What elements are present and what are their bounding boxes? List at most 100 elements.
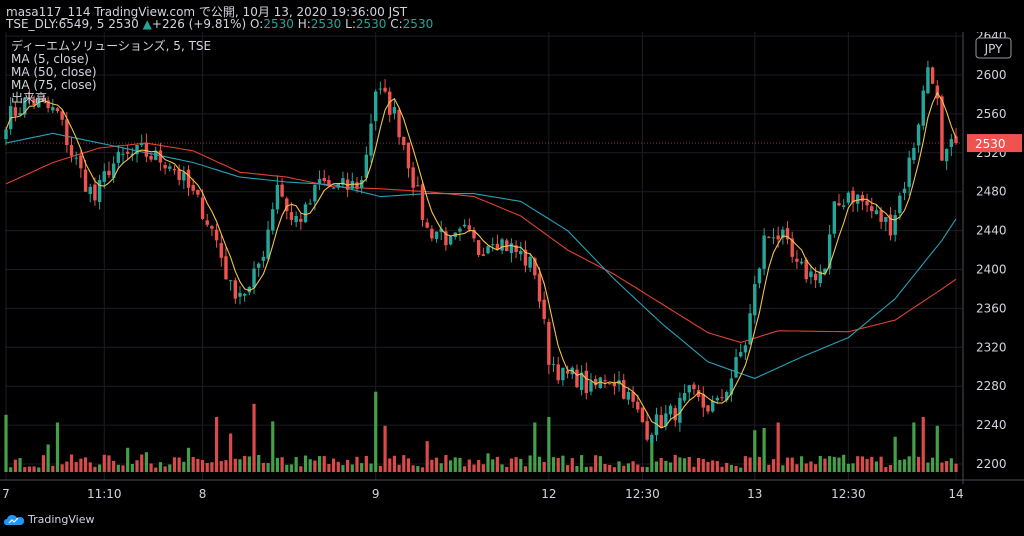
legend-ma50: MA (50, close) xyxy=(11,65,97,79)
candle xyxy=(186,169,191,188)
candle xyxy=(434,231,439,240)
last-price-label: 2530 xyxy=(975,137,1006,151)
candle xyxy=(191,185,195,191)
high-label: H: xyxy=(297,17,311,31)
candle xyxy=(93,184,97,201)
candle xyxy=(874,210,879,215)
candle xyxy=(177,169,181,181)
candle xyxy=(32,98,36,106)
candle xyxy=(359,180,364,189)
candle xyxy=(168,166,172,169)
volume-bar xyxy=(261,462,265,472)
candle xyxy=(542,299,546,320)
volume-bar xyxy=(799,456,804,472)
candle xyxy=(135,145,139,155)
candle xyxy=(416,185,420,187)
volume-bar xyxy=(706,461,710,472)
candle xyxy=(776,235,780,240)
candle xyxy=(299,218,303,222)
volume-bar xyxy=(444,454,448,472)
candlestick-chart[interactable]: 2200224022802320236024002440248025202560… xyxy=(0,32,1024,512)
volume-bar xyxy=(303,455,308,472)
candle xyxy=(898,195,902,214)
candle xyxy=(519,251,523,255)
volume-bar xyxy=(196,458,200,472)
volume-bar xyxy=(243,455,247,472)
volume-bar xyxy=(523,466,528,472)
candle xyxy=(158,150,163,163)
low-label: L: xyxy=(345,17,356,31)
candle xyxy=(739,352,743,357)
candle xyxy=(593,378,598,386)
volume-bar xyxy=(140,454,144,472)
volume-bar xyxy=(299,466,303,472)
volume-bar xyxy=(406,458,411,472)
volume-bar xyxy=(612,467,616,472)
volume-bar xyxy=(851,463,855,472)
brand-label: TradingView xyxy=(28,513,95,526)
volume-bar xyxy=(97,464,102,472)
candle xyxy=(856,194,860,204)
candle xyxy=(579,372,584,390)
volume-bar xyxy=(837,457,841,472)
candle xyxy=(500,239,504,251)
candle xyxy=(598,377,603,388)
volume-bar xyxy=(158,462,163,472)
candle xyxy=(406,142,411,169)
volume-bar xyxy=(369,463,373,472)
volume-bar xyxy=(168,464,172,472)
candle xyxy=(556,364,560,381)
volume-bar xyxy=(463,466,467,472)
volume-bar xyxy=(636,464,640,472)
volume-bar xyxy=(229,433,233,472)
candle xyxy=(261,256,266,261)
y-tick-label: 2440 xyxy=(976,224,1007,238)
x-tick-label: 9 xyxy=(372,487,380,501)
volume-bar xyxy=(692,466,696,472)
legend-volume: 出来高 xyxy=(11,91,48,105)
volume-bar xyxy=(846,463,850,472)
volume-bar xyxy=(556,458,560,472)
candle xyxy=(851,190,855,203)
volume-bar xyxy=(795,464,799,472)
volume-bar xyxy=(294,457,298,472)
volume-bar xyxy=(116,464,120,472)
candle xyxy=(79,155,83,169)
candle xyxy=(547,321,551,365)
currency-badge[interactable]: JPY xyxy=(975,37,1012,59)
candle xyxy=(472,229,476,239)
candle xyxy=(743,345,748,353)
volume-bar xyxy=(448,460,453,472)
candle xyxy=(271,209,275,231)
candle xyxy=(790,238,794,257)
y-tick-label: 2280 xyxy=(976,379,1007,393)
volume-bar xyxy=(364,456,368,472)
volume-bar xyxy=(682,458,687,472)
volume-bar xyxy=(856,456,860,472)
y-tick-label: 2480 xyxy=(976,185,1007,199)
candle xyxy=(837,203,841,206)
volume-bar xyxy=(505,466,509,472)
volume-bar xyxy=(200,460,205,472)
last-price-badge: 2530 xyxy=(967,134,1022,153)
currency-label: JPY xyxy=(984,42,1004,56)
candle xyxy=(130,153,135,156)
legend-ma75: MA (75, close) xyxy=(11,78,97,92)
volume-bar xyxy=(743,456,748,472)
volume-bar xyxy=(893,436,897,472)
volume-bar xyxy=(659,457,663,472)
volume-bar xyxy=(374,391,378,472)
candle xyxy=(584,370,588,394)
volume-bar xyxy=(55,422,60,472)
candle xyxy=(804,259,808,280)
candle xyxy=(462,224,467,227)
volume-bar xyxy=(83,457,88,472)
volume-bar xyxy=(27,466,31,472)
volume-bar xyxy=(224,460,228,472)
candle xyxy=(144,142,149,157)
tradingview-logo[interactable]: TradingView xyxy=(4,513,94,526)
volume-bar xyxy=(902,459,907,472)
x-tick-label: 12 xyxy=(541,487,556,501)
candle xyxy=(275,184,280,210)
change-value: +226 (+9.81%) xyxy=(151,17,247,31)
